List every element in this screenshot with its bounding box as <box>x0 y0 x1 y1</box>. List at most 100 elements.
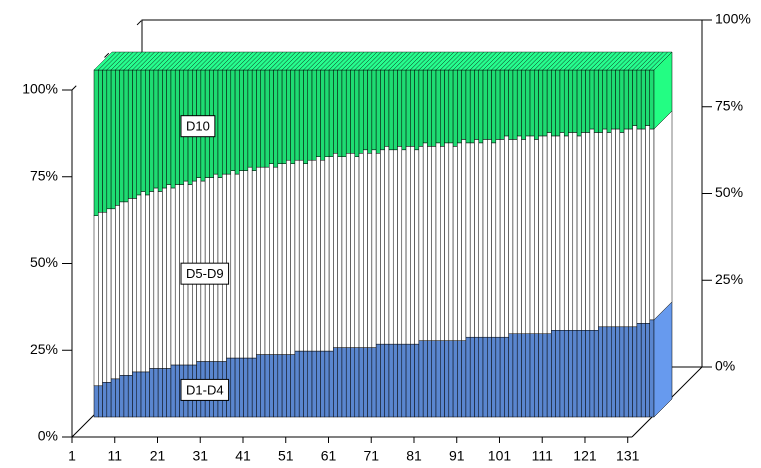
bar-segment <box>363 69 368 151</box>
x-tick-label: 1 <box>68 448 76 464</box>
bar-segment <box>440 69 445 147</box>
bar-segment <box>162 368 167 418</box>
bar-segment <box>277 163 283 355</box>
x-tick-label: 71 <box>363 448 379 464</box>
y-tick-label: 0% <box>38 428 58 444</box>
bar-segment <box>645 323 650 418</box>
x-tick-label: 81 <box>406 448 422 464</box>
bar-segment <box>354 69 360 157</box>
bar-segment <box>294 159 300 352</box>
bar-segment <box>162 69 167 189</box>
bar-segment <box>239 69 244 171</box>
bar-segment <box>422 69 428 144</box>
bar-segment <box>410 343 415 418</box>
bar-segment <box>632 69 638 126</box>
bar-segment <box>371 347 377 418</box>
bar-segment <box>628 128 633 328</box>
bar-segment <box>153 368 159 418</box>
bar-segment <box>482 336 488 418</box>
bar-segment <box>354 156 360 348</box>
y2-tick-label: 25% <box>715 271 743 287</box>
bar-segment <box>640 69 646 130</box>
bar-segment <box>640 323 646 418</box>
bar-segment <box>452 146 458 341</box>
bar-segment <box>602 326 608 418</box>
bar-segment <box>649 319 655 418</box>
bar-segment <box>132 371 137 418</box>
bar-segment <box>397 146 403 345</box>
y-tick-label: 100% <box>22 81 58 97</box>
bar-segment <box>273 354 279 418</box>
bar-segment <box>166 368 172 418</box>
bar-segment <box>234 69 240 175</box>
bar-segment <box>145 371 150 418</box>
bar-segment <box>576 135 582 331</box>
bar-segment <box>243 357 249 418</box>
bar-segment <box>392 149 398 345</box>
bar-segment <box>350 153 356 348</box>
bar-segment <box>234 357 240 418</box>
bar-segment <box>388 149 394 345</box>
bar-segment <box>239 170 244 359</box>
bar-segment <box>542 135 548 334</box>
bar-segment <box>401 149 407 345</box>
bar-segment <box>260 69 266 168</box>
bar-segment <box>431 340 437 418</box>
bar-segment <box>98 212 103 387</box>
bar-segment <box>448 340 454 418</box>
bar-segment <box>153 69 159 189</box>
bar-segment <box>102 382 108 418</box>
bar-segment <box>98 69 103 213</box>
bar-segment <box>469 69 475 144</box>
bar-segment <box>623 128 629 328</box>
bar-segment <box>363 149 368 348</box>
bar-segment <box>546 69 552 133</box>
bar-segment <box>611 326 616 418</box>
bar-segment <box>512 333 518 418</box>
bar-segment <box>264 166 270 355</box>
bar-segment <box>380 69 385 151</box>
bar-segment <box>572 69 578 133</box>
x-tick-label: 41 <box>235 448 251 464</box>
bar-segment <box>333 347 338 418</box>
bar-segment <box>162 187 167 369</box>
bar-segment <box>465 336 471 418</box>
bar-segment <box>551 69 556 137</box>
bar-segment <box>529 135 535 334</box>
bar-segment <box>632 125 638 328</box>
bar-segment <box>119 375 125 418</box>
bar-segment <box>602 128 608 328</box>
bar-segment <box>166 69 172 185</box>
bar-segment <box>384 69 390 147</box>
bar-segment <box>106 382 112 418</box>
bar-segment <box>226 69 232 175</box>
bar-segment <box>525 69 531 137</box>
bar-segment <box>145 194 150 373</box>
bar-segment <box>487 69 492 140</box>
bar-segment <box>170 187 176 366</box>
bar-segment <box>615 69 621 130</box>
bar-segment <box>585 132 591 331</box>
bar-segment <box>110 69 116 210</box>
bar-segment <box>628 69 633 130</box>
bar-segment <box>324 69 330 157</box>
bar-segment <box>508 139 514 334</box>
bar-segment <box>534 139 539 334</box>
bar-segment <box>474 69 479 140</box>
bar-segment <box>311 159 317 352</box>
bar-segment <box>392 343 398 418</box>
bar-segment <box>491 69 497 144</box>
bar-segment <box>521 333 527 418</box>
bar-segment <box>170 69 176 189</box>
bar-segment <box>568 132 574 331</box>
bar-segment <box>542 69 548 137</box>
bar-segment <box>482 139 488 338</box>
x-tick-label: 131 <box>616 448 640 464</box>
bar-segment <box>397 69 403 147</box>
bar-segment <box>294 350 300 418</box>
bar-segment <box>307 69 313 161</box>
bar-segment <box>435 69 441 144</box>
bar-segment <box>354 347 360 418</box>
bar-segment <box>623 69 629 130</box>
bar-segment <box>602 69 608 130</box>
